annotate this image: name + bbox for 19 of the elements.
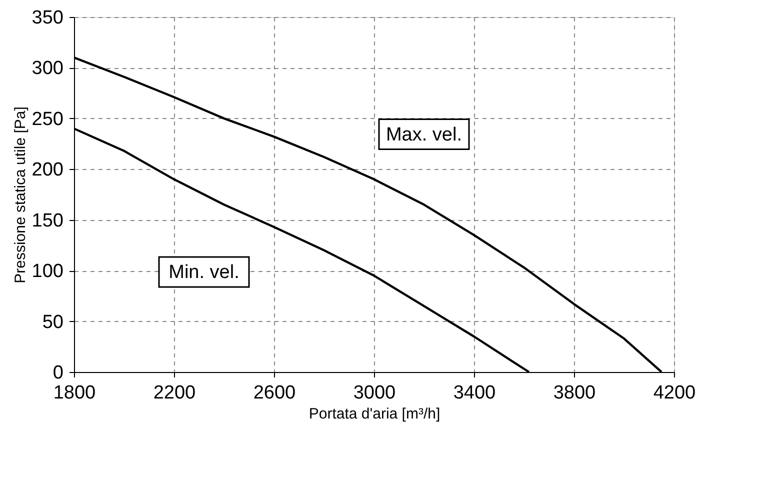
x-tick-label: 2200 [153, 382, 196, 404]
text: Min. vel. [168, 262, 240, 283]
y-tick-label: 100 [32, 261, 64, 282]
y-tick-label: 300 [32, 58, 64, 80]
x-tick-label: 2600 [253, 382, 296, 404]
y-tick-label: 250 [32, 108, 64, 130]
series-label: Max. vel. [386, 124, 462, 146]
x-tick-label: 3400 [453, 382, 496, 404]
y-tick-label: 150 [32, 210, 64, 232]
y-tick-label: 200 [32, 160, 64, 181]
y-axis-title: Pressione statica utile [Pa] [12, 106, 29, 284]
x-tick-label: 4200 [653, 382, 696, 404]
y-tick-label: 50 [42, 312, 64, 333]
x-tick-label: 3000 [353, 382, 396, 404]
y-tick-label: 0 [52, 362, 64, 384]
x-axis-title: Portata d'aria [m³/h] [308, 406, 440, 422]
y-tick-label: 350 [32, 8, 64, 28]
x-tick-label: 1800 [53, 382, 96, 404]
x-tick-label: 3800 [553, 382, 596, 404]
